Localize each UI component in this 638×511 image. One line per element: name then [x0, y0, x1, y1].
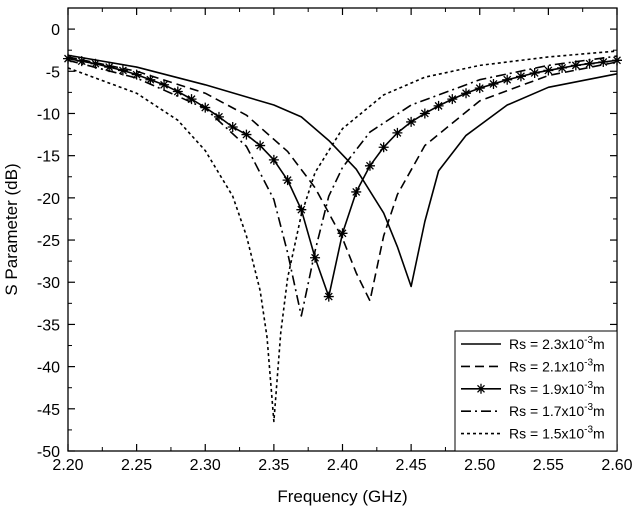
data-point-marker — [241, 129, 252, 140]
y-tick-label: -25 — [37, 233, 60, 250]
data-point-marker — [419, 108, 430, 119]
series-group — [67, 54, 618, 288]
x-tick-label: 2.50 — [464, 457, 495, 474]
x-tick-label: 2.20 — [52, 457, 83, 474]
data-point-marker — [488, 78, 499, 89]
series-group — [67, 56, 618, 302]
data-point-marker — [557, 62, 568, 73]
x-tick-label: 2.45 — [396, 457, 427, 474]
data-point-marker — [159, 79, 170, 90]
data-point-marker — [310, 252, 321, 263]
series-line — [67, 54, 618, 288]
legend-marker — [476, 383, 486, 394]
data-point-marker — [502, 74, 513, 85]
x-tick-label: 2.55 — [533, 457, 564, 474]
data-point-marker — [515, 71, 526, 82]
x-axis-title: Frequency (GHz) — [277, 487, 407, 506]
x-tick-label: 2.25 — [121, 457, 152, 474]
data-point-marker — [392, 127, 403, 138]
data-point-marker — [406, 116, 417, 127]
data-point-marker — [268, 154, 279, 165]
series-line — [67, 50, 618, 423]
legend-label: Rs = 1.7x10-3m — [509, 402, 605, 419]
series-line — [67, 55, 618, 317]
x-tick-label: 2.30 — [190, 457, 221, 474]
y-tick-label: -50 — [37, 444, 60, 461]
y-tick-label: -20 — [37, 191, 60, 208]
legend-label: Rs = 1.9x10-3m — [509, 380, 605, 397]
y-tick-label: -30 — [37, 275, 60, 292]
y-tick-label: -35 — [37, 317, 60, 334]
y-tick-label: 0 — [51, 22, 60, 39]
legend-item: Rs = 2.1x10-3m — [461, 357, 605, 374]
x-tick-label: 2.60 — [601, 457, 632, 474]
data-point-marker — [76, 56, 87, 67]
data-point-marker — [570, 60, 581, 71]
legend-label: Rs = 1.5x10-3m — [509, 425, 605, 442]
y-tick-label: -5 — [46, 64, 60, 81]
legend: Rs = 2.3x10-3m Rs = 2.1x10-3m Rs = 1.9x10-… — [454, 330, 618, 452]
data-point-marker — [117, 65, 128, 76]
legend-label: Rs = 2.1x10-3m — [509, 357, 605, 374]
data-point-marker — [529, 67, 540, 78]
data-point-marker — [172, 86, 183, 97]
y-axis-ticks: 0 -5 -10 -15 -20 -25 -30 -35 -40 -45 -50 — [37, 7, 617, 461]
data-point-marker — [598, 57, 609, 68]
series-group — [67, 50, 618, 423]
legend-item: Rs = 1.5x10-3m — [461, 425, 605, 442]
data-point-marker — [90, 58, 101, 69]
legend-item: Rs = 1.7x10-3m — [461, 402, 605, 419]
data-point-marker — [131, 69, 142, 80]
y-tick-label: -40 — [37, 360, 60, 377]
series-layer — [63, 50, 622, 423]
legend-box — [454, 330, 618, 452]
data-point-marker — [104, 62, 115, 73]
x-tick-label: 2.40 — [327, 457, 358, 474]
legend-item: Rs = 1.9x10-3m — [461, 380, 605, 397]
data-point-marker — [447, 94, 458, 105]
series-group — [67, 55, 618, 317]
data-point-marker — [351, 186, 362, 197]
y-tick-label: -15 — [37, 149, 60, 166]
y-tick-label: -10 — [37, 106, 60, 123]
data-point-marker — [145, 74, 156, 85]
data-point-marker — [323, 291, 334, 302]
data-point-marker — [378, 142, 389, 153]
data-point-marker — [213, 111, 224, 122]
data-point-marker — [543, 65, 554, 76]
data-point-marker — [461, 88, 472, 99]
data-point-marker — [186, 94, 197, 105]
data-point-marker — [255, 140, 266, 151]
data-point-marker — [337, 228, 348, 239]
data-point-marker — [584, 58, 595, 69]
legend-label: Rs = 2.3x10-3m — [509, 335, 605, 352]
y-axis-title: S Parameter (dB) — [2, 163, 21, 295]
data-point-marker — [433, 100, 444, 111]
data-point-marker — [282, 175, 293, 186]
data-point-marker — [296, 204, 307, 215]
y-tick-label: -45 — [37, 402, 60, 419]
data-point-marker — [227, 121, 238, 132]
legend-item: Rs = 2.3x10-3m — [461, 335, 605, 352]
x-tick-label: 2.35 — [258, 457, 289, 474]
data-point-marker — [474, 83, 485, 94]
series-line — [67, 56, 618, 302]
x-axis-ticks: 2.20 2.25 2.30 2.35 2.40 2.45 2.50 2.55 2.60 — [52, 8, 633, 474]
data-point-marker — [364, 160, 375, 171]
